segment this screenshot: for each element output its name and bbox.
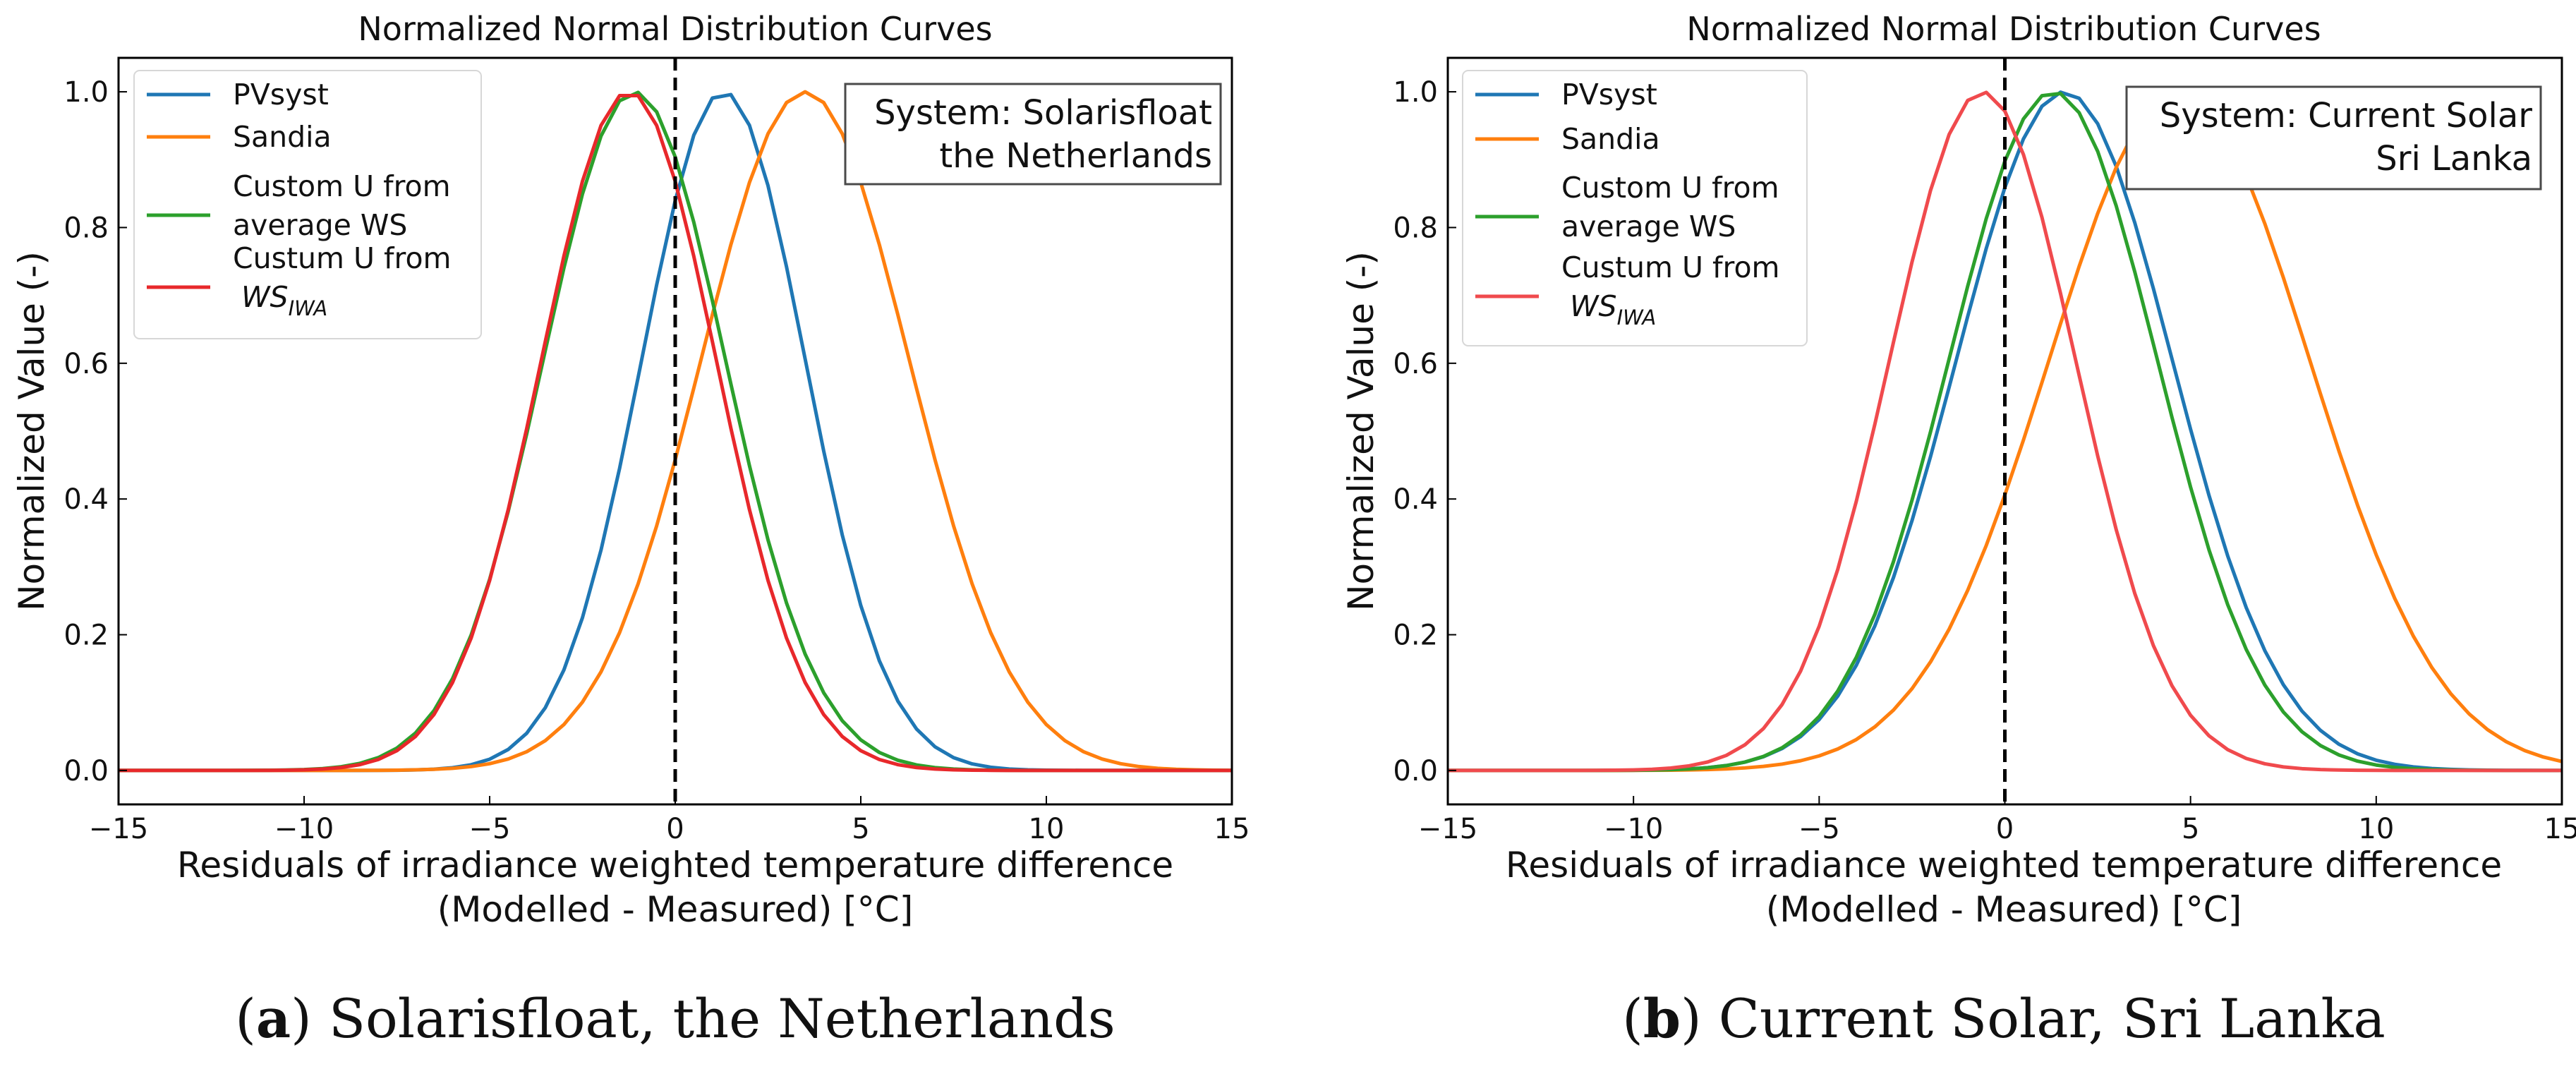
- caption-letter: b: [1643, 987, 1681, 1050]
- series-line-4: [1448, 90, 2562, 773]
- legend-label-2: Sandia: [1561, 122, 1660, 156]
- legend-label-4-math: WSIWA: [241, 280, 327, 320]
- caption-open-paren: (: [235, 987, 256, 1050]
- x-axis-label-line-2: (Modelled - Measured) [°C]: [1766, 889, 2242, 930]
- y-axis-label: Normalized Value (-): [11, 251, 52, 611]
- legend-box: [1462, 70, 1808, 346]
- system-line-1: System: Current Solar: [2160, 96, 2533, 135]
- caption-close-paren: ): [291, 987, 329, 1050]
- legend-label-1: PVsyst: [1561, 78, 1657, 111]
- caption-letter: a: [256, 987, 291, 1050]
- legend-label-3: Custom U from: [1561, 171, 1779, 205]
- system-box: [2125, 85, 2542, 191]
- y-tick-label: 0.6: [64, 348, 109, 380]
- x-tick-label: −5: [469, 813, 511, 845]
- x-tick-label: 5: [2182, 813, 2199, 845]
- x-tick-label: 15: [1214, 813, 1250, 845]
- caption-text: Solarisfloat, the Netherlands: [329, 987, 1115, 1050]
- chart-a: Normalized Normal Distribution Curves −15…: [11, 10, 1250, 1050]
- x-axis-label-line-1: Residuals of irradiance weighted tempera…: [177, 845, 1173, 886]
- y-tick-label: 0.4: [64, 483, 109, 516]
- y-tick-label: 0.0: [1393, 755, 1438, 787]
- chart-title: Normalized Normal Distribution Curves: [358, 10, 992, 48]
- legend: PVsyst Sandia Custom U from average WS Cust…: [1462, 70, 1808, 346]
- legend-label-3: Custom U from: [233, 169, 451, 203]
- x-tick-label: −15: [1418, 813, 1477, 845]
- system-box: [844, 83, 1222, 186]
- x-tick-label: −10: [1604, 813, 1663, 845]
- chart-title: Normalized Normal Distribution Curves: [1686, 10, 2321, 48]
- legend-label-3-line-2: average WS: [233, 208, 407, 242]
- caption-close-paren: ): [1681, 987, 1719, 1050]
- y-tick-label: 0.2: [64, 620, 109, 652]
- system-line-1: System: Solarisfloat: [874, 93, 1212, 133]
- x-tick-label: 15: [2544, 813, 2576, 845]
- system-line-2: Sri Lanka: [2376, 139, 2532, 179]
- caption: (b) Current Solar, Sri Lanka: [1622, 987, 2385, 1050]
- legend-label-4: Custum U from: [233, 241, 451, 275]
- y-tick-label: 0.0: [64, 755, 109, 787]
- caption-text: Current Solar, Sri Lanka: [1719, 987, 2385, 1050]
- legend-label-3-line-2: average WS: [1561, 210, 1736, 243]
- x-tick-label: −5: [1798, 813, 1840, 845]
- y-tick-label: 1.0: [64, 76, 109, 109]
- y-tick-label: 0.2: [1393, 620, 1438, 652]
- legend-label-4: Custum U from: [1561, 250, 1779, 284]
- ws-subscript: IWA: [1617, 306, 1657, 330]
- x-tick-label: −10: [274, 813, 334, 845]
- x-tick-label: 10: [1029, 813, 1065, 845]
- y-tick-label: 0.6: [1393, 348, 1438, 380]
- x-tick-label: 10: [2358, 813, 2394, 845]
- ws-main: WS: [241, 280, 289, 314]
- x-tick-label: 5: [852, 813, 869, 845]
- system-line-2: the Netherlands: [939, 136, 1212, 176]
- x-tick-label: −15: [89, 813, 148, 845]
- legend-label-1: PVsyst: [233, 78, 329, 111]
- legend: PVsyst Sandia Custom U from average WSCust…: [133, 70, 482, 339]
- y-tick-label: 0.8: [1393, 212, 1438, 244]
- x-axis-label-line-2: (Modelled - Measured) [°C]: [437, 889, 913, 930]
- y-tick-label: 0.4: [1393, 483, 1438, 516]
- ws-main: WS: [1570, 289, 1617, 323]
- ws-subscript: IWA: [289, 296, 328, 320]
- y-axis-label: Normalized Value (-): [1341, 251, 1381, 611]
- legend-label-4-math: WSIWA: [1570, 289, 1656, 330]
- x-tick-label: 0: [1996, 813, 2014, 845]
- x-tick-label: 0: [666, 813, 684, 845]
- y-tick-label: 0.8: [64, 212, 109, 244]
- caption: (a) Solarisfloat, the Netherlands: [235, 987, 1115, 1050]
- legend-box: [133, 70, 482, 339]
- legend-label-2: Sandia: [233, 120, 332, 154]
- caption-open-paren: (: [1622, 987, 1643, 1050]
- chart-b: Normalized Normal Distribution Curves −15…: [1341, 10, 2576, 1050]
- x-axis-label-line-1: Residuals of irradiance weighted tempera…: [1506, 845, 2502, 886]
- y-tick-label: 1.0: [1393, 76, 1438, 109]
